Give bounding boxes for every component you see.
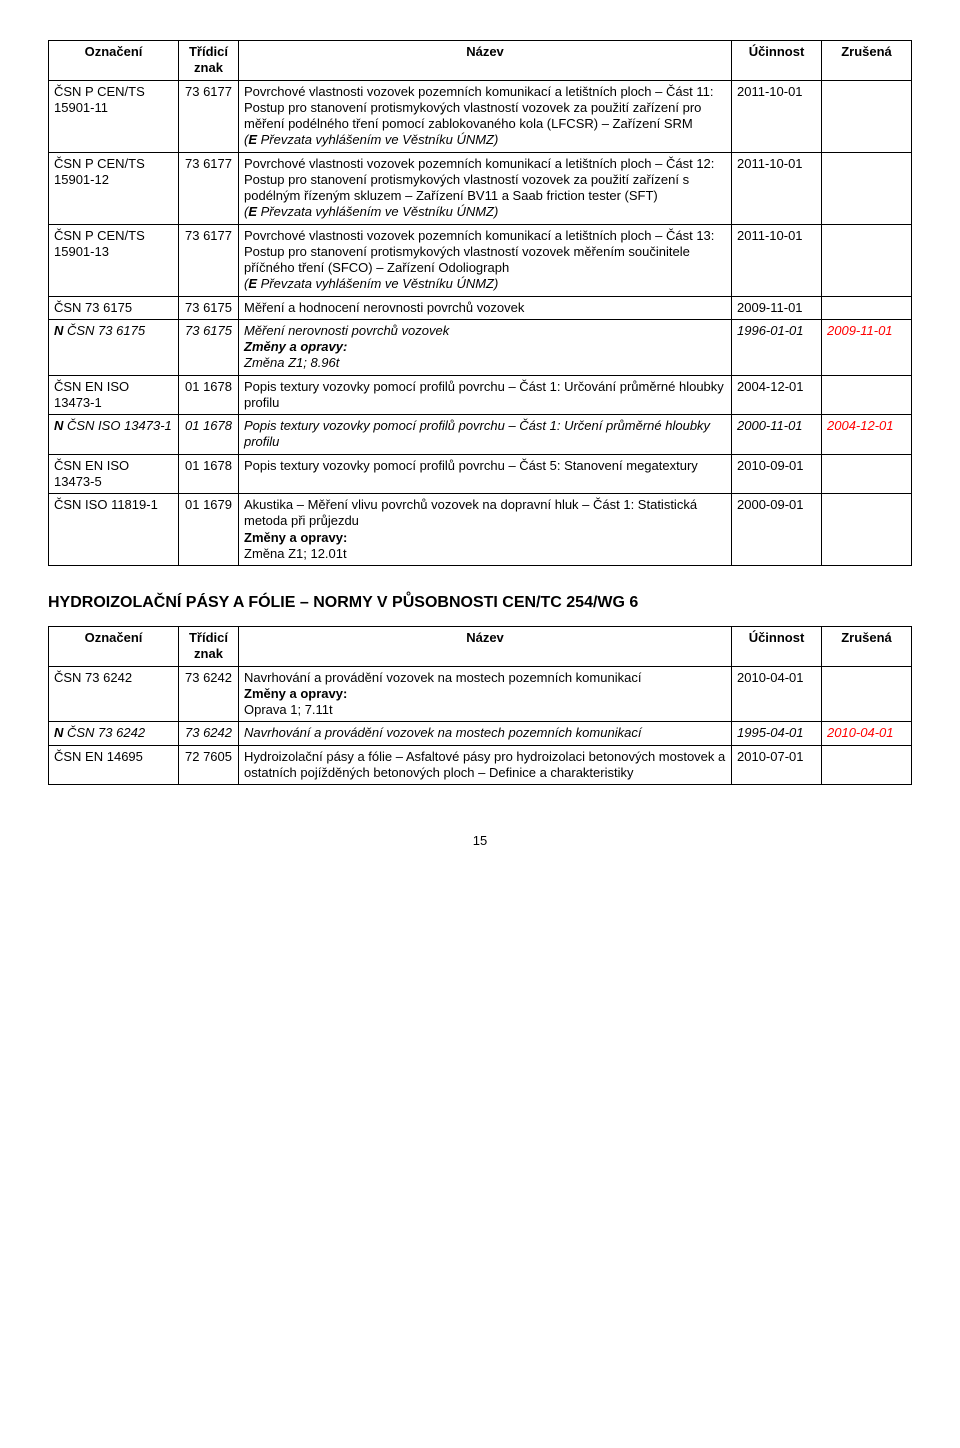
table1-head: Označení Třídicí znak Název Účinnost Zru… <box>49 41 912 81</box>
cell-zrusena: 2010-04-01 <box>822 722 912 745</box>
cell-tridici-znak: 01 1678 <box>179 375 239 415</box>
cell-tridici-znak: 01 1678 <box>179 415 239 455</box>
cell-ucinnost: 1995-04-01 <box>732 722 822 745</box>
cell-ucinnost: 2009-11-01 <box>732 296 822 319</box>
table-row: ČSN EN ISO 13473-501 1678Popis textury v… <box>49 454 912 494</box>
cell-zrusena <box>822 494 912 566</box>
table-row: N ČSN 73 624273 6242Navrhování a provádě… <box>49 722 912 745</box>
cell-tridici-znak: 73 6177 <box>179 224 239 296</box>
cell-zrusena <box>822 296 912 319</box>
cell-nazev: Navrhování a provádění vozovek na mostec… <box>239 722 732 745</box>
cell-nazev: Povrchové vlastnosti vozovek pozemních k… <box>239 152 732 224</box>
cell-nazev: Hydroizolační pásy a fólie – Asfaltové p… <box>239 745 732 785</box>
cell-oznaceni: ČSN ISO 11819-1 <box>49 494 179 566</box>
table2-body: ČSN 73 624273 6242Navrhování a provádění… <box>49 666 912 785</box>
cell-oznaceni: N ČSN 73 6175 <box>49 319 179 375</box>
th-zrusena: Zrušená <box>822 41 912 81</box>
table-row: ČSN ISO 11819-101 1679Akustika – Měření … <box>49 494 912 566</box>
standards-table-1: Označení Třídicí znak Název Účinnost Zru… <box>48 40 912 566</box>
cell-ucinnost: 2000-11-01 <box>732 415 822 455</box>
th2-ucinnost: Účinnost <box>732 627 822 667</box>
standards-table-2: Označení Třídicí znak Název Účinnost Zru… <box>48 626 912 785</box>
table-row: N ČSN 73 617573 6175Měření nerovnosti po… <box>49 319 912 375</box>
th2-oznaceni: Označení <box>49 627 179 667</box>
cell-zrusena <box>822 375 912 415</box>
th2-tridici-znak: Třídicí znak <box>179 627 239 667</box>
cell-nazev: Povrchové vlastnosti vozovek pozemních k… <box>239 224 732 296</box>
cell-oznaceni: N ČSN 73 6242 <box>49 722 179 745</box>
table-row: ČSN P CEN/TS 15901-1173 6177Povrchové vl… <box>49 80 912 152</box>
th-tridici-znak: Třídicí znak <box>179 41 239 81</box>
cell-oznaceni: ČSN EN ISO 13473-5 <box>49 454 179 494</box>
table-row: N ČSN ISO 13473-101 1678Popis textury vo… <box>49 415 912 455</box>
page-number: 15 <box>48 833 912 848</box>
cell-nazev: Popis textury vozovky pomocí profilů pov… <box>239 375 732 415</box>
table-row: ČSN 73 617573 6175Měření a hodnocení ner… <box>49 296 912 319</box>
cell-ucinnost: 2010-07-01 <box>732 745 822 785</box>
table-row: ČSN EN 1469572 7605Hydroizolační pásy a … <box>49 745 912 785</box>
cell-oznaceni: ČSN EN ISO 13473-1 <box>49 375 179 415</box>
cell-tridici-znak: 73 6177 <box>179 80 239 152</box>
cell-oznaceni: ČSN 73 6175 <box>49 296 179 319</box>
table1-body: ČSN P CEN/TS 15901-1173 6177Povrchové vl… <box>49 80 912 566</box>
table-row: ČSN 73 624273 6242Navrhování a provádění… <box>49 666 912 722</box>
cell-zrusena: 2009-11-01 <box>822 319 912 375</box>
cell-ucinnost: 2011-10-01 <box>732 152 822 224</box>
cell-ucinnost: 2011-10-01 <box>732 224 822 296</box>
cell-oznaceni: ČSN 73 6242 <box>49 666 179 722</box>
table-row: ČSN P CEN/TS 15901-1373 6177Povrchové vl… <box>49 224 912 296</box>
th-oznaceni: Označení <box>49 41 179 81</box>
cell-zrusena <box>822 745 912 785</box>
cell-zrusena <box>822 224 912 296</box>
cell-nazev: Povrchové vlastnosti vozovek pozemních k… <box>239 80 732 152</box>
cell-zrusena <box>822 152 912 224</box>
cell-tridici-znak: 73 6242 <box>179 722 239 745</box>
cell-ucinnost: 2010-04-01 <box>732 666 822 722</box>
cell-ucinnost: 2011-10-01 <box>732 80 822 152</box>
th-ucinnost: Účinnost <box>732 41 822 81</box>
cell-ucinnost: 2004-12-01 <box>732 375 822 415</box>
cell-nazev: Měření nerovnosti povrchů vozovekZměny a… <box>239 319 732 375</box>
cell-zrusena <box>822 666 912 722</box>
cell-oznaceni: N ČSN ISO 13473-1 <box>49 415 179 455</box>
cell-tridici-znak: 73 6242 <box>179 666 239 722</box>
cell-nazev: Popis textury vozovky pomocí profilů pov… <box>239 454 732 494</box>
cell-oznaceni: ČSN EN 14695 <box>49 745 179 785</box>
cell-tridici-znak: 73 6175 <box>179 319 239 375</box>
cell-nazev: Měření a hodnocení nerovnosti povrchů vo… <box>239 296 732 319</box>
cell-ucinnost: 2000-09-01 <box>732 494 822 566</box>
th2-nazev: Název <box>239 627 732 667</box>
th-nazev: Název <box>239 41 732 81</box>
cell-tridici-znak: 72 7605 <box>179 745 239 785</box>
cell-oznaceni: ČSN P CEN/TS 15901-11 <box>49 80 179 152</box>
table-row: ČSN EN ISO 13473-101 1678Popis textury v… <box>49 375 912 415</box>
cell-ucinnost: 2010-09-01 <box>732 454 822 494</box>
th2-zrusena: Zrušená <box>822 627 912 667</box>
cell-nazev: Akustika – Měření vlivu povrchů vozovek … <box>239 494 732 566</box>
cell-zrusena: 2004-12-01 <box>822 415 912 455</box>
cell-tridici-znak: 01 1678 <box>179 454 239 494</box>
cell-zrusena <box>822 80 912 152</box>
table-row: ČSN P CEN/TS 15901-1273 6177Povrchové vl… <box>49 152 912 224</box>
cell-oznaceni: ČSN P CEN/TS 15901-13 <box>49 224 179 296</box>
cell-nazev: Navrhování a provádění vozovek na mostec… <box>239 666 732 722</box>
cell-ucinnost: 1996-01-01 <box>732 319 822 375</box>
cell-zrusena <box>822 454 912 494</box>
cell-tridici-znak: 01 1679 <box>179 494 239 566</box>
section-heading: HYDROIZOLAČNÍ PÁSY A FÓLIE – NORMY V PŮS… <box>48 594 912 612</box>
cell-nazev: Popis textury vozovky pomocí profilů pov… <box>239 415 732 455</box>
cell-oznaceni: ČSN P CEN/TS 15901-12 <box>49 152 179 224</box>
cell-tridici-znak: 73 6175 <box>179 296 239 319</box>
table2-head: Označení Třídicí znak Název Účinnost Zru… <box>49 627 912 667</box>
cell-tridici-znak: 73 6177 <box>179 152 239 224</box>
